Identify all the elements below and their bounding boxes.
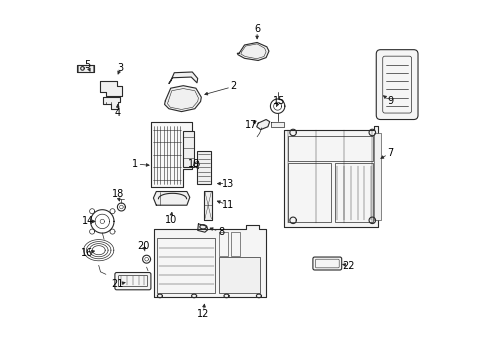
Text: 18: 18 bbox=[111, 189, 123, 199]
Polygon shape bbox=[151, 122, 192, 187]
Text: 8: 8 bbox=[218, 227, 224, 237]
Text: 2: 2 bbox=[230, 81, 236, 91]
Polygon shape bbox=[168, 72, 197, 84]
Polygon shape bbox=[164, 86, 201, 112]
Text: 20: 20 bbox=[137, 240, 150, 251]
Text: 6: 6 bbox=[254, 24, 260, 34]
Text: 12: 12 bbox=[197, 309, 209, 319]
Polygon shape bbox=[101, 81, 122, 96]
Bar bbox=[230, 232, 239, 256]
Bar bbox=[183, 131, 194, 167]
Bar bbox=[197, 151, 211, 184]
Text: 16: 16 bbox=[81, 248, 93, 258]
FancyBboxPatch shape bbox=[375, 50, 417, 120]
Text: 4: 4 bbox=[115, 108, 121, 118]
Bar bbox=[219, 232, 228, 256]
Text: 14: 14 bbox=[81, 216, 94, 226]
Polygon shape bbox=[77, 65, 94, 72]
Polygon shape bbox=[237, 42, 268, 60]
Polygon shape bbox=[103, 97, 120, 109]
Text: 21: 21 bbox=[111, 279, 124, 289]
FancyBboxPatch shape bbox=[312, 257, 341, 270]
Text: 15: 15 bbox=[272, 96, 285, 106]
FancyBboxPatch shape bbox=[115, 273, 151, 290]
Text: 17: 17 bbox=[244, 120, 257, 130]
Text: 19: 19 bbox=[187, 159, 200, 169]
Bar bbox=[373, 133, 381, 220]
Text: 13: 13 bbox=[222, 179, 234, 189]
Text: 3: 3 bbox=[117, 63, 123, 73]
Text: 22: 22 bbox=[342, 261, 354, 271]
Text: 7: 7 bbox=[386, 148, 393, 158]
Text: 11: 11 bbox=[222, 200, 234, 210]
Bar bbox=[157, 238, 215, 293]
Text: 9: 9 bbox=[386, 96, 392, 106]
Polygon shape bbox=[197, 224, 207, 232]
Polygon shape bbox=[204, 191, 212, 220]
Bar bbox=[288, 163, 330, 222]
Text: 1: 1 bbox=[131, 159, 138, 169]
Polygon shape bbox=[270, 122, 284, 127]
Bar bbox=[288, 136, 373, 161]
Bar bbox=[218, 257, 260, 293]
Text: 5: 5 bbox=[84, 60, 90, 70]
Polygon shape bbox=[284, 126, 377, 227]
Polygon shape bbox=[153, 225, 265, 297]
Text: 10: 10 bbox=[164, 215, 177, 225]
Polygon shape bbox=[153, 192, 189, 205]
Bar bbox=[334, 163, 373, 222]
Polygon shape bbox=[256, 120, 269, 130]
Polygon shape bbox=[193, 161, 199, 167]
